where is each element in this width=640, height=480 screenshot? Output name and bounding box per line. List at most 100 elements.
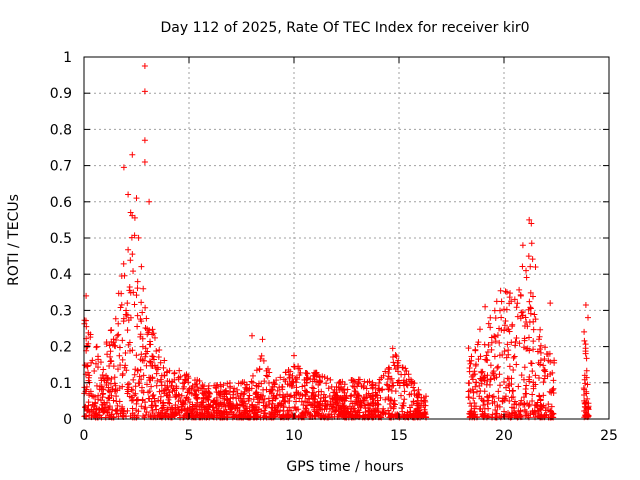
- data-point: [107, 358, 114, 365]
- data-point: [140, 285, 147, 292]
- data-point: [315, 388, 322, 395]
- data-point: [85, 329, 92, 336]
- data-point: [549, 387, 556, 394]
- data-point: [132, 383, 139, 390]
- data-point: [91, 367, 98, 374]
- data-point: [125, 388, 132, 395]
- data-point: [529, 391, 536, 398]
- data-point: [498, 413, 505, 420]
- data-point: [507, 414, 514, 421]
- data-point: [486, 381, 493, 388]
- data-point: [86, 392, 93, 399]
- data-point: [284, 381, 291, 388]
- data-point: [164, 368, 171, 375]
- data-point: [532, 263, 539, 270]
- data-point: [465, 380, 472, 387]
- data-point: [540, 362, 547, 369]
- data-point: [392, 352, 399, 359]
- data-point: [513, 335, 520, 342]
- data-point: [290, 363, 297, 370]
- data-point: [317, 395, 324, 402]
- data-point: [125, 317, 132, 324]
- data-point: [511, 409, 518, 416]
- data-point: [110, 339, 117, 346]
- data-point: [527, 310, 534, 317]
- data-point: [127, 257, 134, 264]
- data-point: [536, 392, 543, 399]
- data-point: [485, 405, 492, 412]
- data-point: [120, 164, 127, 171]
- data-point: [384, 376, 391, 383]
- data-point: [289, 372, 296, 379]
- data-point: [133, 195, 140, 202]
- x-tick-label: 10: [285, 428, 303, 444]
- data-point: [526, 298, 533, 305]
- data-point: [317, 378, 324, 385]
- data-point: [257, 355, 264, 362]
- data-point: [525, 334, 532, 341]
- data-point: [280, 408, 287, 415]
- data-point: [93, 382, 100, 389]
- data-point: [545, 401, 552, 408]
- data-point: [192, 381, 199, 388]
- data-point: [245, 397, 252, 404]
- data-point: [547, 371, 554, 378]
- data-point: [302, 398, 309, 405]
- data-point: [133, 400, 140, 407]
- data-point: [511, 401, 518, 408]
- data-point: [352, 388, 359, 395]
- data-point: [106, 403, 113, 410]
- data-point: [223, 409, 230, 416]
- data-point: [537, 361, 544, 368]
- data-point: [361, 378, 368, 385]
- data-point: [242, 400, 249, 407]
- data-point: [542, 344, 549, 351]
- y-axis-ticks: 0 0.1 0.2 0.3 0.4 0.5 0.6 0.7 0.8 0.9 1: [50, 50, 609, 428]
- data-point: [493, 414, 500, 421]
- data-point: [363, 385, 370, 392]
- data-point: [341, 386, 348, 393]
- data-point: [509, 323, 516, 330]
- data-point: [266, 369, 273, 376]
- data-point: [293, 374, 300, 381]
- data-point: [137, 366, 144, 373]
- y-tick-label: 0.1: [50, 376, 72, 392]
- data-point: [171, 412, 178, 419]
- data-point: [252, 390, 259, 397]
- data-point: [355, 393, 362, 400]
- data-point: [144, 381, 151, 388]
- y-tick-label: 0.4: [50, 267, 72, 283]
- data-point: [143, 315, 150, 322]
- data-point: [199, 413, 206, 420]
- data-point: [529, 256, 536, 263]
- data-point: [305, 409, 312, 416]
- data-point: [233, 401, 240, 408]
- data-point: [478, 395, 485, 402]
- data-point: [502, 318, 509, 325]
- data-point: [502, 288, 509, 295]
- data-point: [117, 362, 124, 369]
- data-point: [213, 394, 220, 401]
- x-tick-label: 25: [600, 428, 618, 444]
- data-point: [508, 381, 515, 388]
- data-point: [504, 375, 511, 382]
- data-point: [97, 359, 104, 366]
- data-point: [121, 272, 128, 279]
- data-point: [503, 354, 510, 361]
- data-point: [114, 332, 121, 339]
- data-point: [480, 402, 487, 409]
- data-point: [255, 406, 262, 413]
- data-point: [119, 337, 126, 344]
- data-point: [484, 372, 491, 379]
- data-point: [100, 409, 107, 416]
- data-point: [115, 290, 122, 297]
- data-point: [342, 394, 349, 401]
- data-point: [370, 400, 377, 407]
- data-point: [165, 396, 172, 403]
- data-point: [501, 327, 508, 334]
- data-point: [414, 394, 421, 401]
- data-point: [311, 403, 318, 410]
- data-point: [161, 382, 168, 389]
- data-point: [180, 400, 187, 407]
- data-point: [500, 379, 507, 386]
